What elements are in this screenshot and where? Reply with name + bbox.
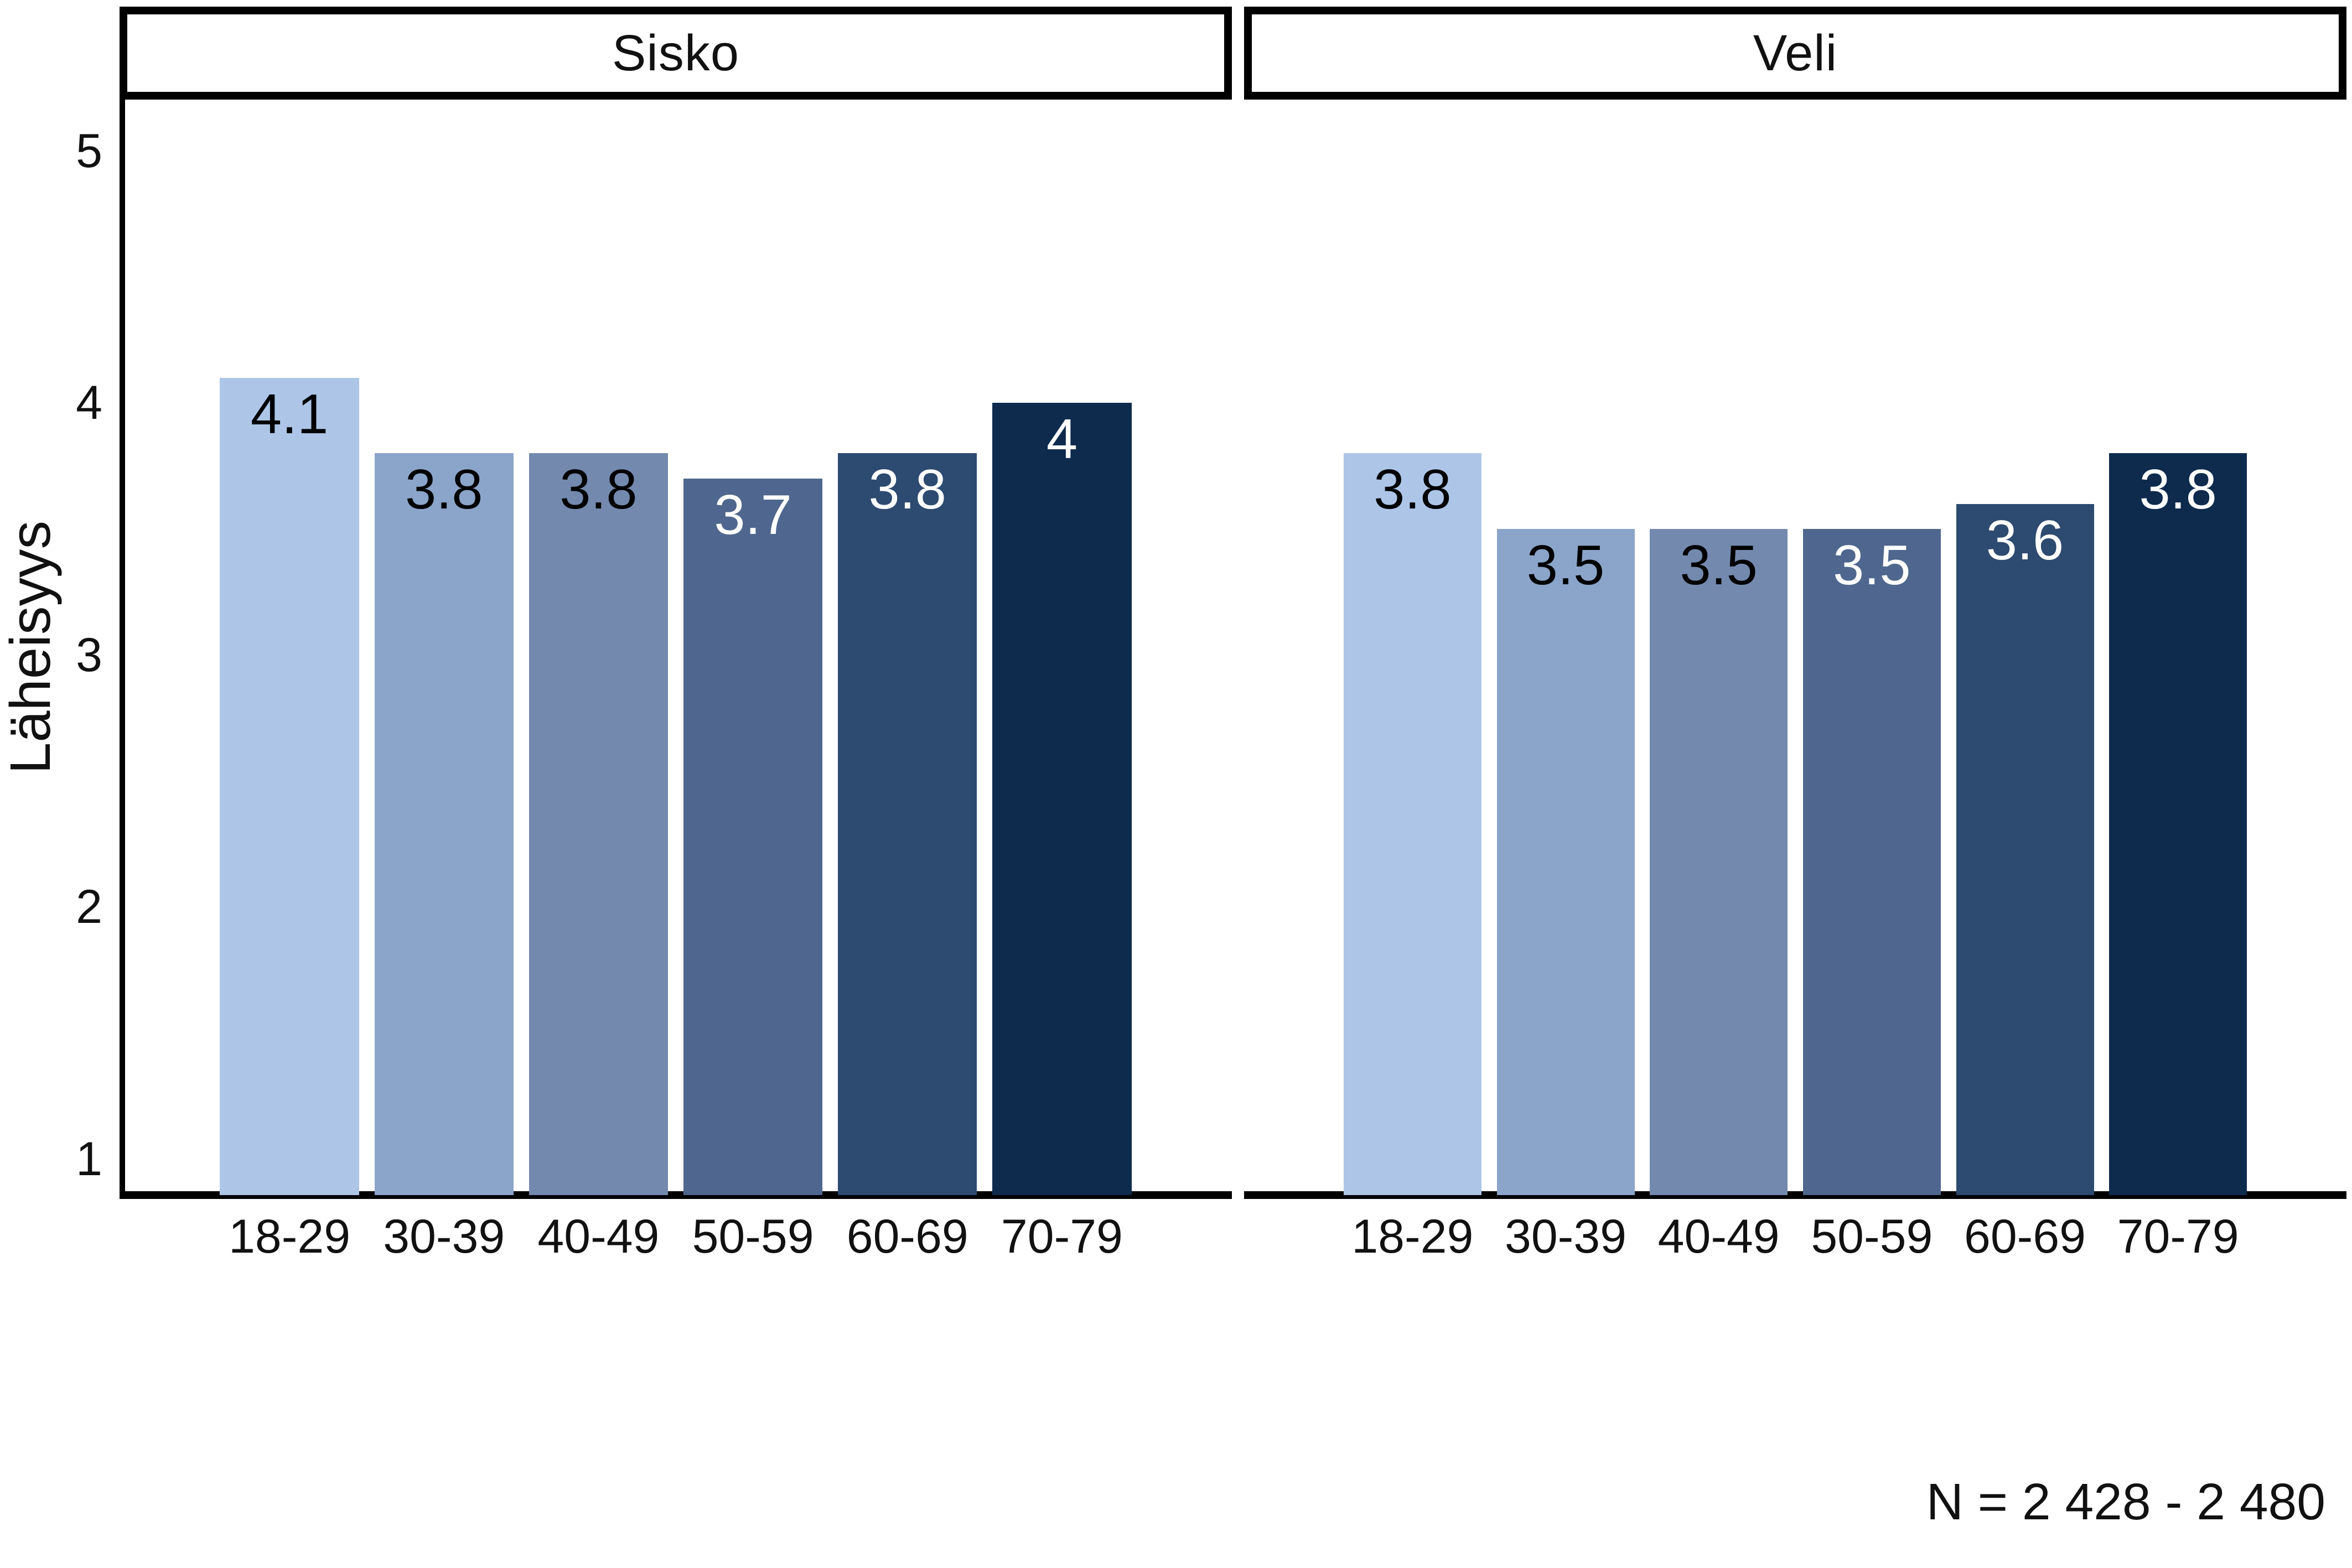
bar-value-label-sisko-40-49: 3.8 [559, 459, 638, 521]
x-tick-label-sisko-50-59: 50-59 [692, 1210, 814, 1263]
x-tick-label-veli-60-69: 60-69 [1964, 1210, 2086, 1263]
bar-value-label-veli-18-29: 3.8 [1374, 459, 1452, 521]
bar-sisko-50-59 [683, 479, 823, 1195]
x-tick-label-veli-18-29: 18-29 [1351, 1210, 1474, 1263]
y-tick-label-5: 5 [76, 124, 102, 178]
y-axis-line [120, 100, 125, 1199]
x-tick-label-veli-50-59: 50-59 [1811, 1210, 1933, 1263]
x-tick-label-sisko-18-29: 18-29 [229, 1210, 351, 1263]
bar-sisko-60-69 [838, 453, 977, 1195]
bar-value-label-sisko-30-39: 3.8 [405, 459, 483, 521]
bar-veli-60-69 [1956, 503, 2094, 1195]
x-tick-label-sisko-70-79: 70-79 [1001, 1210, 1123, 1263]
y-tick-label-2: 2 [76, 880, 102, 934]
bar-veli-30-39 [1496, 529, 1635, 1195]
bar-value-label-sisko-60-69: 3.8 [868, 459, 946, 521]
sample-size-note: N = 2 428 - 2 480 [1926, 1473, 2325, 1530]
bar-value-label-sisko-18-29: 4.1 [250, 383, 329, 445]
x-tick-label-sisko-30-39: 30-39 [383, 1210, 505, 1263]
facet-title-sisko: Sisko [612, 25, 739, 81]
y-tick-label-4: 4 [76, 376, 102, 430]
bar-value-label-veli-70-79: 3.8 [2139, 459, 2217, 521]
bar-value-label-veli-50-59: 3.5 [1833, 534, 1911, 597]
bar-sisko-30-39 [374, 453, 514, 1195]
bar-value-label-veli-40-49: 3.5 [1680, 534, 1758, 597]
x-tick-label-veli-40-49: 40-49 [1657, 1210, 1780, 1263]
x-tick-label-veli-70-79: 70-79 [2117, 1210, 2239, 1263]
facet-title-veli: Veli [1753, 25, 1838, 81]
x-tick-label-sisko-40-49: 40-49 [537, 1210, 660, 1263]
bar-sisko-40-49 [529, 453, 669, 1195]
bar-value-label-veli-60-69: 3.6 [1986, 509, 2064, 572]
bar-value-label-sisko-70-79: 4 [1046, 408, 1077, 471]
facet-strip-sisko: Sisko [120, 7, 1232, 100]
bar-veli-18-29 [1343, 453, 1481, 1195]
bar-sisko-70-79 [992, 403, 1132, 1195]
bar-sisko-18-29 [220, 377, 359, 1195]
bar-value-label-veli-30-39: 3.5 [1526, 534, 1605, 597]
y-tick-label-1: 1 [76, 1132, 102, 1186]
x-tick-label-veli-30-39: 30-39 [1505, 1210, 1626, 1263]
facet-strip-veli: Veli [1244, 7, 2346, 100]
bar-veli-50-59 [1802, 529, 1941, 1195]
bar-value-label-sisko-50-59: 3.7 [714, 484, 792, 546]
bar-veli-70-79 [2109, 453, 2247, 1195]
bar-veli-40-49 [1650, 529, 1788, 1195]
x-tick-label-sisko-60-69: 60-69 [846, 1210, 968, 1263]
y-tick-label-3: 3 [76, 628, 102, 682]
